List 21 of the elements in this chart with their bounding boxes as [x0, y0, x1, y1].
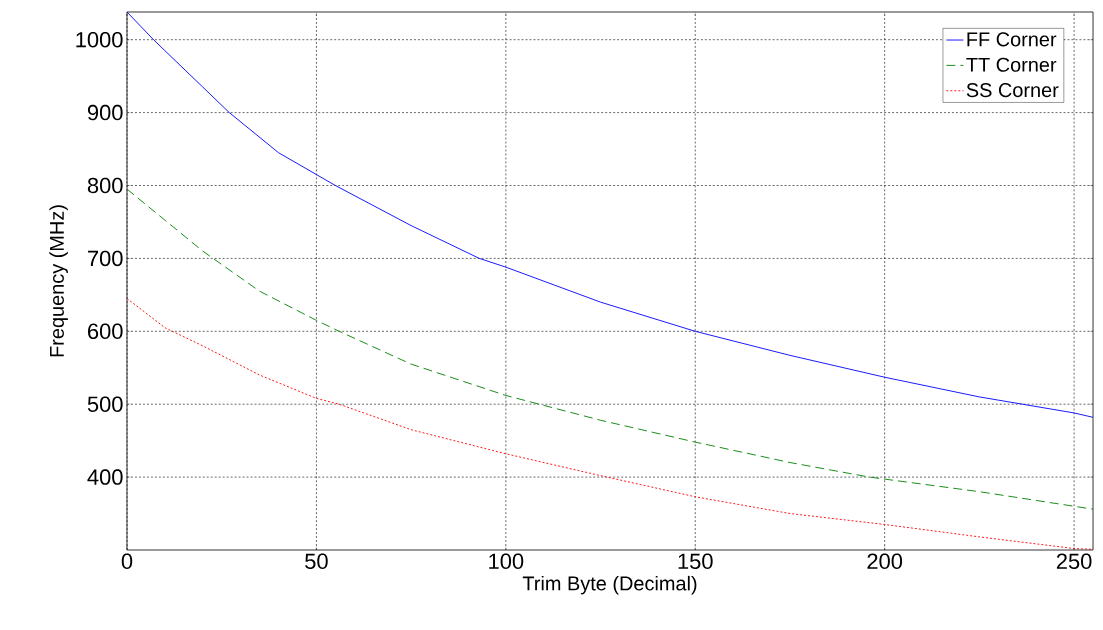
y-tick-label: 600 — [88, 323, 123, 340]
y-tick-label: 900 — [87, 104, 123, 121]
x-tick-label: 250 — [1056, 553, 1092, 570]
x-tick-label: 50 — [305, 553, 328, 570]
line-series — [127, 298, 1094, 550]
legend-label: FF Corner — [967, 32, 1057, 47]
y-axis-title: Frequency (MHz) — [49, 205, 68, 357]
line-series — [127, 11, 1094, 418]
y-tick-label: 1000 — [76, 31, 123, 48]
x-tick-label: 150 — [678, 553, 713, 570]
y-tick-label: 400 — [87, 469, 123, 485]
legend-label: SS Corner — [966, 83, 1059, 98]
x-tick-label: 0 — [121, 553, 133, 570]
x-axis-title: Trim Byte (Decimal) — [522, 575, 697, 595]
y-tick-label: 700 — [88, 250, 123, 267]
y-tick-label: 800 — [87, 177, 123, 194]
y-tick-label: 500 — [87, 396, 123, 412]
legend-label: TT Corner — [966, 57, 1057, 72]
line-series — [127, 188, 1094, 510]
x-tick-label: 200 — [867, 553, 903, 570]
x-tick-label: 100 — [489, 553, 524, 570]
